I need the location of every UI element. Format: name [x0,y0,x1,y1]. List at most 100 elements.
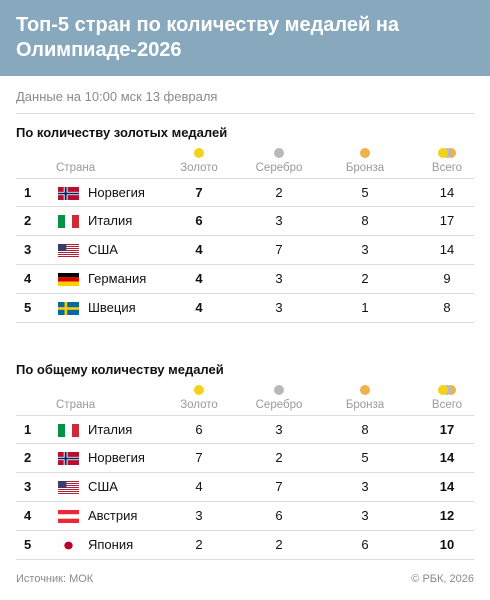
bronze-count: 2 [361,271,369,286]
table-row: 2 Норвегия 7 2 5 14 [16,444,474,473]
copyright: © РБК, 2026 [411,573,474,585]
country-name: Норвегия [88,450,145,465]
bronze-count: 5 [361,450,369,465]
total-count: 10 [439,537,455,552]
column-header-country: Страна [56,162,96,174]
country-name: США [88,479,118,494]
gold-count: 6 [195,213,203,228]
silver-count: 3 [275,300,283,315]
austria-flag [58,510,79,523]
header-banner: Топ-5 стран по количеству медалей на Оли… [0,0,490,76]
section-title: По общему количеству медалей [16,362,224,377]
silver-count: 3 [275,271,283,286]
silver-medal-icon [274,148,284,158]
rank-number: 1 [24,185,32,200]
column-header-total: Всего [431,399,463,411]
table-row: 3 США 4 7 3 14 [16,236,474,265]
country-name: США [88,242,118,257]
italy-flag [58,215,79,228]
gold-count: 2 [195,537,203,552]
gold-count: 4 [195,479,203,494]
italy-flag [58,424,79,437]
data-timestamp: Данные на 10:00 мск 13 февраля [16,89,218,104]
rank-number: 2 [24,450,32,465]
norway-flag [58,452,79,465]
silver-count: 3 [275,422,283,437]
column-header-country: Страна [56,399,96,411]
norway-flag [58,187,79,200]
table-row: 4 Германия 4 3 2 9 [16,265,474,294]
silver-count: 2 [275,450,283,465]
silver-count: 7 [275,479,283,494]
bronze-count: 1 [361,300,369,315]
sweden-flag [58,302,79,315]
rank-number: 2 [24,213,32,228]
source-note: Источник: МОК [16,573,94,585]
column-header-bronze: Бронза [345,399,385,411]
table-row: 5 Япония 2 2 6 10 [16,531,474,560]
rank-number: 1 [24,422,32,437]
gold-count: 7 [195,185,203,200]
column-header-silver: Серебро [255,399,303,411]
gold-medal-icon [194,385,204,395]
country-name: Австрия [88,508,138,523]
total-count: 17 [439,213,455,228]
rank-number: 3 [24,242,32,257]
country-name: Швеция [88,300,136,315]
bronze-count: 8 [361,213,369,228]
bronze-count: 3 [361,242,369,257]
usa-flag [58,481,79,494]
rank-number: 4 [24,271,32,286]
gold-count: 3 [195,508,203,523]
silver-count: 2 [275,537,283,552]
silver-count: 6 [275,508,283,523]
silver-count: 7 [275,242,283,257]
column-header-bronze: Бронза [345,162,385,174]
total-count: 14 [439,450,455,465]
gold-count: 6 [195,422,203,437]
table-row: 2 Италия 6 3 8 17 [16,207,474,236]
silver-medal-icon [274,385,284,395]
gold-count: 7 [195,450,203,465]
total-count: 17 [439,422,455,437]
gold-count: 4 [195,300,203,315]
bronze-count: 8 [361,422,369,437]
country-name: Италия [88,213,133,228]
gold-medal-icon [194,148,204,158]
column-header-silver: Серебро [255,162,303,174]
divider [16,113,474,114]
total-count: 14 [439,242,455,257]
country-name: Норвегия [88,185,145,200]
rank-number: 5 [24,537,32,552]
country-name: Италия [88,422,133,437]
usa-flag [58,244,79,257]
total-count: 14 [439,185,455,200]
column-header-total: Всего [431,162,463,174]
table-row: 1 Норвегия 7 2 5 14 [16,178,474,207]
bronze-count: 6 [361,537,369,552]
gold-count: 4 [195,242,203,257]
rank-number: 4 [24,508,32,523]
all-medals-icon [438,385,460,395]
total-count: 14 [439,479,455,494]
all-medals-icon [438,148,460,158]
section-title: По количеству золотых медалей [16,125,228,140]
germany-flag [58,273,79,286]
bronze-count: 3 [361,479,369,494]
silver-count: 2 [275,185,283,200]
gold-count: 4 [195,271,203,286]
page-title: Топ-5 стран по количеству медалей на Оли… [16,14,400,61]
total-count: 12 [439,508,455,523]
country-name: Япония [88,537,134,552]
table-row: 4 Австрия 3 6 3 12 [16,502,474,531]
bronze-medal-icon [360,385,370,395]
total-count: 8 [443,300,451,315]
rank-number: 5 [24,300,32,315]
table-row: 5 Швеция 4 3 1 8 [16,294,474,323]
table-row: 3 США 4 7 3 14 [16,473,474,502]
bronze-count: 3 [361,508,369,523]
country-name: Германия [88,271,147,286]
column-header-gold: Золото [180,399,218,411]
bronze-medal-icon [360,148,370,158]
rank-number: 3 [24,479,32,494]
